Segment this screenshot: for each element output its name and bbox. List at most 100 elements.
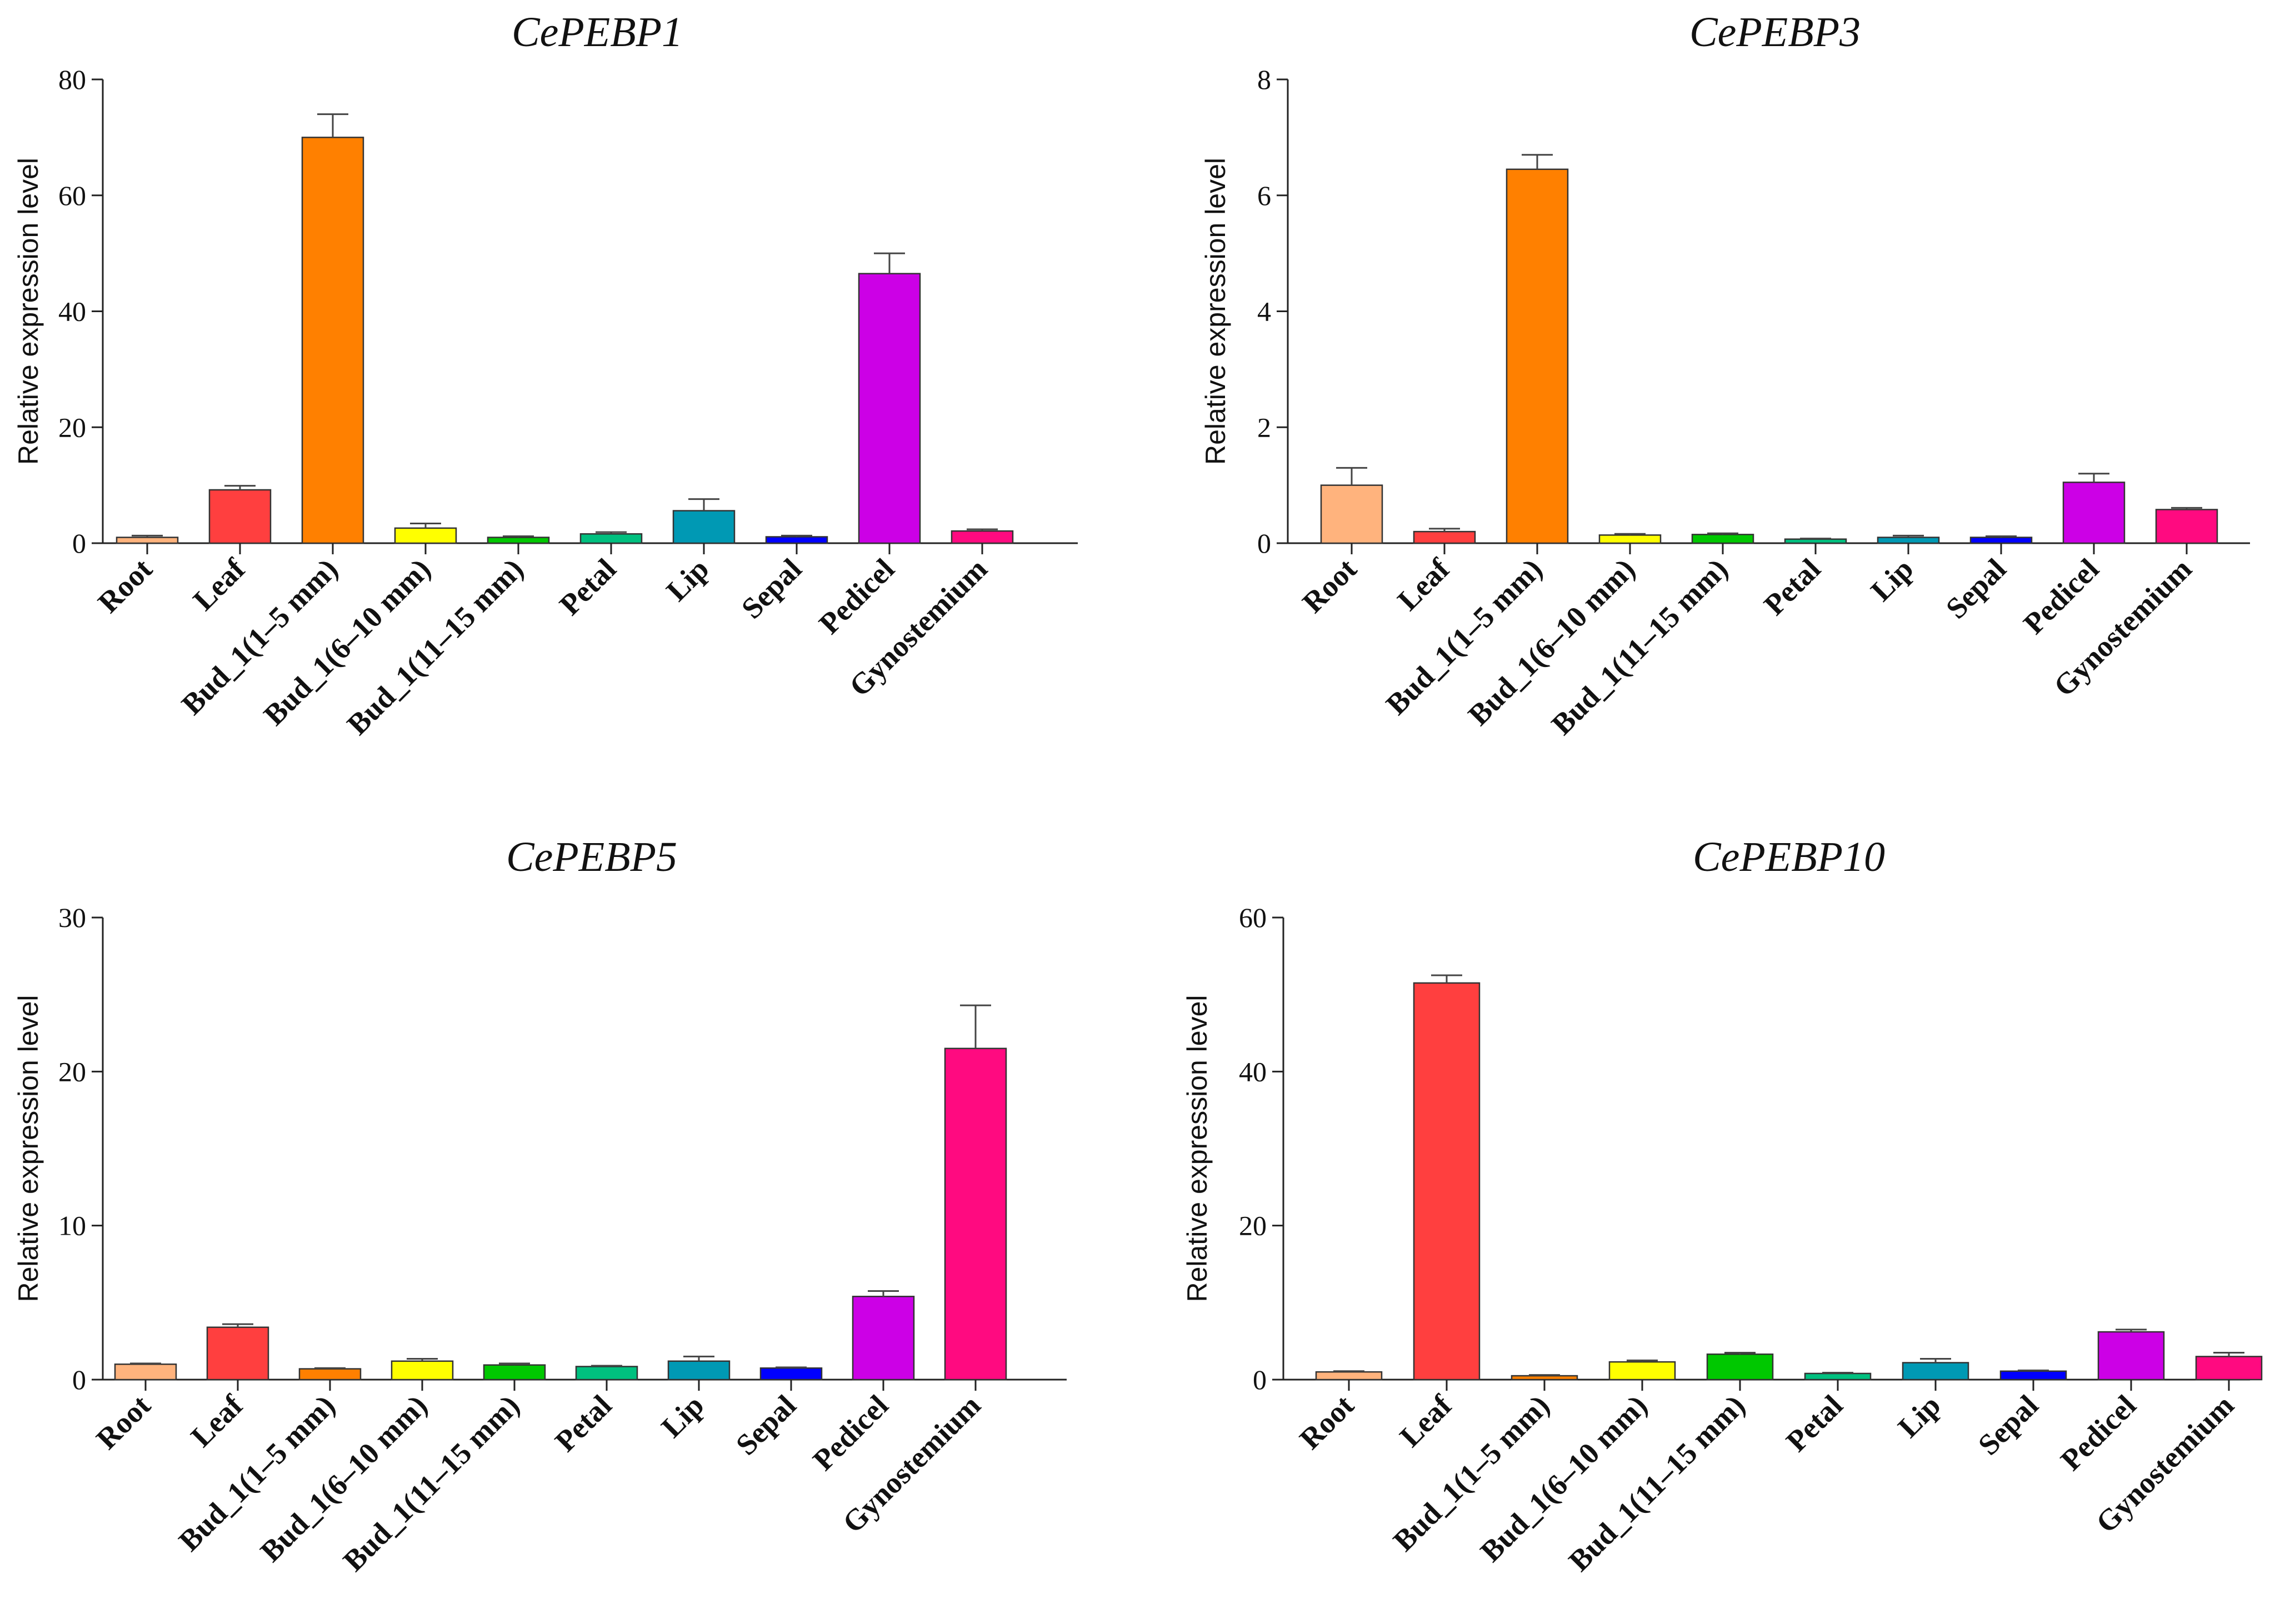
x-tick-label: Bud_1(6–10 mm) (257, 552, 437, 732)
x-tick-label: Leaf (187, 552, 252, 616)
x-tick-label: Root (90, 1389, 157, 1456)
x-tick-label: Bud_1(11–15 mm) (341, 552, 530, 741)
bar-sepal (1969, 537, 2033, 544)
bar-pedicel (2097, 1331, 2165, 1381)
bar-bud-1-11-15-mm (1691, 534, 1754, 544)
bar-lip (667, 1360, 731, 1381)
y-tick-label: 20 (58, 1056, 86, 1087)
bar-leaf (1413, 982, 1481, 1381)
y-tick-label: 30 (58, 902, 86, 933)
x-tick-label: Leaf (1393, 1388, 1458, 1453)
y-tick-label: 0 (72, 1364, 86, 1395)
x-tick-label: Lip (655, 1389, 711, 1444)
x-tick-label: Root (1293, 1389, 1361, 1456)
x-tick-label: Sepal (735, 552, 808, 625)
y-tick-label: 60 (1239, 902, 1267, 933)
bar-gynostemium (944, 1047, 1007, 1381)
y-tick-label: 2 (1257, 412, 1271, 443)
chart-panel-1: CePEBP1 Relative expression level 0 20 40 60 8… (13, 9, 1078, 741)
y-tick-label: 6 (1257, 180, 1271, 211)
bar-bud-1-6-10-mm (394, 527, 457, 544)
x-tick-label: Petal (1779, 1389, 1849, 1458)
y-axis-label: Relative expression level (1200, 158, 1231, 465)
x-tick-label: Bud_1(1–5 mm) (172, 1389, 341, 1557)
x-tick-label: Pedicel (2017, 552, 2105, 640)
bar-leaf (1413, 530, 1476, 544)
bar-bud-1-6-10-mm (1598, 534, 1662, 544)
x-tick-label: Sepal (1972, 1389, 2045, 1462)
bar-bud-1-1-5-mm (298, 1368, 362, 1381)
x-tick-label: Petal (548, 1389, 618, 1458)
x-tick-label: Lip (1864, 552, 1920, 608)
bar-pedicel (858, 273, 921, 544)
bar-bud-1-11-15-mm (1706, 1353, 1774, 1381)
bar-petal (1804, 1372, 1872, 1381)
x-tick-label: Pedicel (2054, 1389, 2142, 1477)
x-tick-label: Leaf (1391, 552, 1456, 616)
bar-bud-1-11-15-mm (483, 1364, 546, 1381)
bar-sepal (759, 1367, 823, 1381)
x-tick-label: Sepal (729, 1389, 803, 1462)
chart-panel-2: CePEBP3 Relative expression level 0 2 4 6 8 Roo… (1200, 9, 2250, 741)
bar-gynostemium (2155, 509, 2218, 544)
bar-gynostemium (2195, 1356, 2263, 1381)
x-tick-label: Bud_1(11–15 mm) (337, 1389, 526, 1578)
bar-bud-1-1-5-mm (1511, 1375, 1578, 1381)
bar-sepal (1999, 1370, 2067, 1381)
bar-lip (672, 510, 736, 544)
chart-title: CePEBP1 (512, 9, 683, 56)
y-axis-label: Relative expression level (13, 995, 44, 1302)
bar-root (1320, 484, 1383, 544)
bar-lip (1877, 537, 1940, 544)
x-tick-label: Bud_1(6–10 mm) (1474, 1389, 1654, 1568)
bar-bud-1-6-10-mm (391, 1360, 454, 1381)
x-tick-label: Petal (553, 552, 622, 621)
x-tick-label: Bud_1(11–15 mm) (1545, 552, 1734, 741)
bar-pedicel (2062, 482, 2126, 544)
x-tick-label: Root (1296, 552, 1363, 619)
x-tick-label: Sepal (1939, 552, 2013, 625)
chart-title: CePEBP3 (1689, 9, 1861, 56)
x-tick-label: Pedicel (806, 1389, 894, 1477)
bar-bud-1-1-5-mm (301, 137, 364, 544)
bar-bud-1-6-10-mm (1608, 1361, 1676, 1381)
y-tick-label: 40 (58, 296, 86, 327)
bar-petal (575, 1366, 638, 1381)
y-tick-label: 0 (1253, 1364, 1267, 1395)
chart-panel-4: CePEBP10 Relative expression level 0 20 40 60… (1182, 834, 2263, 1578)
bar-pedicel (852, 1295, 915, 1381)
bar-root (116, 537, 179, 544)
y-tick-label: 0 (1257, 528, 1271, 559)
y-tick-label: 40 (1239, 1056, 1267, 1087)
bar-root (114, 1364, 177, 1381)
y-tick-label: 8 (1257, 64, 1271, 95)
bar-bud-1-11-15-mm (487, 537, 550, 544)
y-tick-label: 60 (58, 180, 86, 211)
chart-title: CePEBP10 (1693, 834, 1885, 880)
x-tick-label: Bud_1(6–10 mm) (1462, 552, 1642, 732)
y-axis-label: Relative expression level (1182, 995, 1213, 1302)
bar-gynostemium (951, 530, 1014, 544)
bar-lip (1902, 1362, 1969, 1381)
y-axis-label: Relative expression level (13, 158, 44, 465)
chart-title: CePEBP5 (506, 834, 677, 880)
y-tick-label: 0 (72, 528, 86, 559)
x-tick-label: Root (92, 552, 159, 619)
bar-root (1315, 1371, 1383, 1381)
bar-leaf (206, 1326, 269, 1381)
bar-leaf (208, 489, 272, 544)
bar-sepal (765, 536, 828, 544)
y-tick-label: 20 (58, 412, 86, 443)
x-tick-label: Petal (1757, 552, 1827, 621)
x-tick-label: Lip (660, 552, 716, 608)
x-tick-label: Bud_1(11–15 mm) (1562, 1389, 1752, 1578)
bar-petal (579, 533, 643, 544)
y-tick-label: 80 (58, 64, 86, 95)
x-tick-label: Pedicel (812, 552, 901, 640)
bar-bud-1-1-5-mm (1506, 168, 1569, 544)
chart-panel-3: CePEBP5 Relative expression level 0 10 20 30 R… (13, 834, 1067, 1578)
y-tick-label: 10 (58, 1210, 86, 1241)
bar-petal (1784, 538, 1847, 544)
y-tick-label: 4 (1257, 296, 1271, 327)
